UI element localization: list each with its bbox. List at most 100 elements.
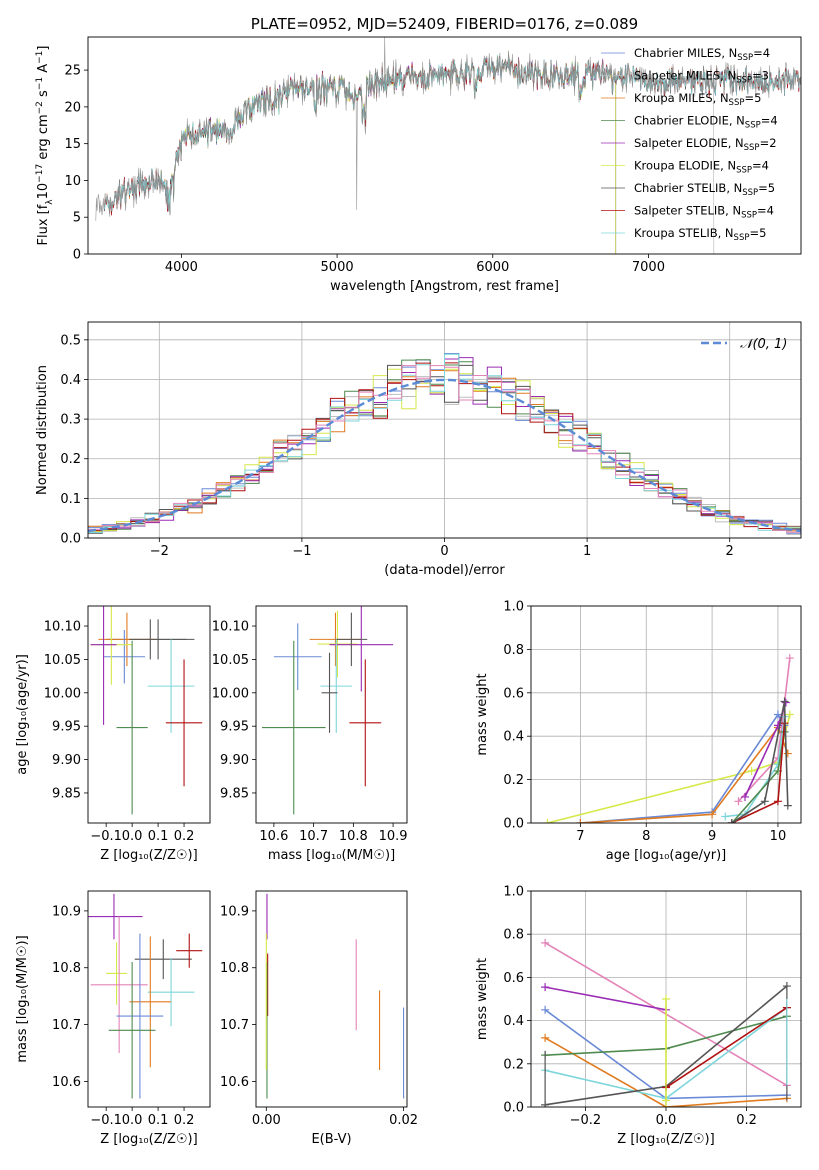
weight_vs_age-axes: 7 8 9 10 0.0 0.2 0.4 0.6 0.8 1.0 age [log₁₀(age/yr… [475, 600, 801, 863]
legend-label-text: Kroupa STELIB, N [634, 226, 734, 240]
y-tick-label: 10.6 [220, 1075, 249, 1090]
y-axis-label: Flux [fλ10−17 erg cm−2 s−1 A−1] [35, 46, 55, 246]
x-tick-label: −1 [292, 544, 311, 559]
y-tick-label: 25 [64, 64, 81, 79]
weight-age-marker [783, 749, 792, 758]
x-tick-label: −0.2 [570, 1113, 602, 1128]
y-axis-label-part: Flux [f [36, 204, 51, 245]
weight-age-marker [721, 812, 730, 821]
x-tick-label: −0.1 [90, 829, 122, 844]
x-tick-label: 0 [440, 544, 448, 559]
weight-Z-lines [541, 938, 791, 1107]
legend-label-sub: SSP [736, 166, 752, 176]
weight-age-marker [773, 710, 782, 719]
x-axis-label: Z [log₁₀(Z/Z☉)] [100, 1132, 197, 1147]
age_vs_Z-frame [87, 605, 211, 824]
x-tick-label: 6000 [476, 260, 509, 275]
x-tick-label: 0.0 [122, 1113, 143, 1128]
legend-label-tail: =5 [758, 181, 775, 195]
y-tick-label: 0.0 [503, 1101, 524, 1116]
y-axis-label-part: 10 [36, 183, 51, 200]
weight-age-marker [785, 654, 794, 663]
x-tick-label: 10.6 [259, 829, 288, 844]
mass_vs_Z-frame [87, 890, 211, 1108]
y-tick-label: 10.9 [52, 904, 81, 919]
y-tick-label: 0.0 [60, 532, 81, 547]
legend-label-sub: SSP [736, 76, 752, 86]
x-tick-label: 7000 [632, 260, 665, 275]
y-axis-label-part: −1 [35, 77, 45, 90]
legend-label: Chabrier STELIB, NSSP=5 [634, 181, 775, 198]
x-axis-label: Z [log₁₀(Z/Z☉)] [100, 848, 197, 863]
y-axis-label: mass weight [475, 673, 490, 755]
weight-age-marker [576, 819, 585, 823]
x-tick-label: 1 [583, 544, 591, 559]
weight-Z-marker [541, 938, 550, 947]
x-tick-label: −2 [150, 544, 169, 559]
legend-label-sub: SSP [741, 211, 757, 221]
residuals-frame [87, 321, 802, 539]
y-tick-label: 0.1 [60, 492, 81, 507]
y-tick-label: 0 [73, 248, 81, 263]
weight-age-marker [543, 819, 552, 823]
mass_vs_Z-errorbars [88, 893, 203, 1099]
y-tick-label: 0.4 [503, 730, 524, 745]
y-axis-label: mass [log₁₀(M/M☉)] [15, 935, 30, 1062]
y-tick-label: 10.8 [52, 961, 81, 976]
y-tick-label: 0.5 [60, 333, 81, 348]
y-tick-label: 9.95 [220, 720, 249, 735]
x-tick-label: 0.2 [174, 829, 195, 844]
y-axis-label-part: A [36, 64, 51, 77]
weight-age-marker [780, 697, 789, 706]
legend-label-tail: =3 [752, 69, 769, 83]
y-tick-label: 1.0 [503, 600, 524, 615]
y-tick-label: 9.95 [52, 720, 81, 735]
legend-label-sub: SSP [729, 98, 745, 108]
x-tick-label: −0.1 [90, 1113, 122, 1128]
y-tick-label: 0.4 [503, 1014, 524, 1029]
y-tick-label: 0.6 [503, 686, 524, 701]
weight-Z-series [544, 1037, 787, 1107]
weight-Z-series [544, 986, 667, 1011]
x-tick-label: 10 [770, 829, 787, 844]
y-tick-label: 0.4 [60, 373, 81, 388]
weight-age-marker [741, 792, 750, 801]
weight-age-marker [785, 710, 794, 719]
mass_vs_ebv-frame [255, 890, 408, 1108]
y-axis-label-part: ] [36, 46, 51, 51]
y-tick-label: 0.6 [503, 971, 524, 986]
x-tick-label: 0.02 [389, 1113, 418, 1128]
legend-label: Kroupa ELODIE, NSSP=4 [634, 159, 769, 176]
legend-label-text: Chabrier MILES, N [634, 46, 737, 60]
weight-age-marker [781, 698, 790, 707]
y-tick-label: 0.8 [503, 643, 524, 658]
x-tick-label: 0.0 [122, 829, 143, 844]
spectrum-axes: 4000 5000 6000 7000 0 5 10 15 20 25 wavelength [An… [64, 64, 665, 294]
normal-curve [88, 378, 801, 533]
mass_vs_ebv-axes: 0.00 0.02 10.6 10.7 10.8 10.9 E(B-V) [220, 904, 418, 1147]
weight-age-marker [773, 721, 782, 730]
y-tick-label: 0.0 [503, 817, 524, 832]
y-axis-label-part: λ [45, 199, 55, 205]
legend-label-tail: =5 [749, 226, 766, 240]
y-tick-label: 0.8 [503, 928, 524, 943]
weight_vs_Z-frame [530, 890, 802, 1108]
y-tick-label: 0.3 [60, 413, 81, 428]
y-tick-label: 10.00 [44, 686, 81, 701]
weight-age-marker [708, 810, 717, 819]
age_vs_mass-frame [255, 605, 408, 824]
x-tick-label: 9 [708, 829, 716, 844]
x-tick-label: 0.1 [148, 829, 169, 844]
weight_vs_age-frame [530, 605, 802, 824]
y-tick-label: 9.85 [220, 786, 249, 801]
x-tick-label: 0.0 [656, 1113, 677, 1128]
y-tick-label: 10.7 [220, 1018, 249, 1033]
x-tick-label: 2 [726, 544, 734, 559]
weight_vs_Z-axes: −0.2 0.0 0.2 0.0 0.2 0.4 0.6 0.8 1.0 Z [log₁₀(Z/Z… [475, 885, 801, 1147]
legend-label-text: Chabrier ELODIE, N [634, 114, 745, 128]
legend-label-sub: SSP [737, 53, 753, 63]
weight-age-marker [727, 819, 736, 823]
weight-age-marker [773, 797, 782, 806]
age_vs_mass-axes: 10.6 10.7 10.8 10.9 9.85 9.90 9.95 10.00 10.05 10… [212, 620, 408, 863]
residuals-axes: −2 −1 0 1 2 0.0 0.1 0.2 0.3 0.4 0.5 (data-model)/er… [35, 322, 801, 578]
